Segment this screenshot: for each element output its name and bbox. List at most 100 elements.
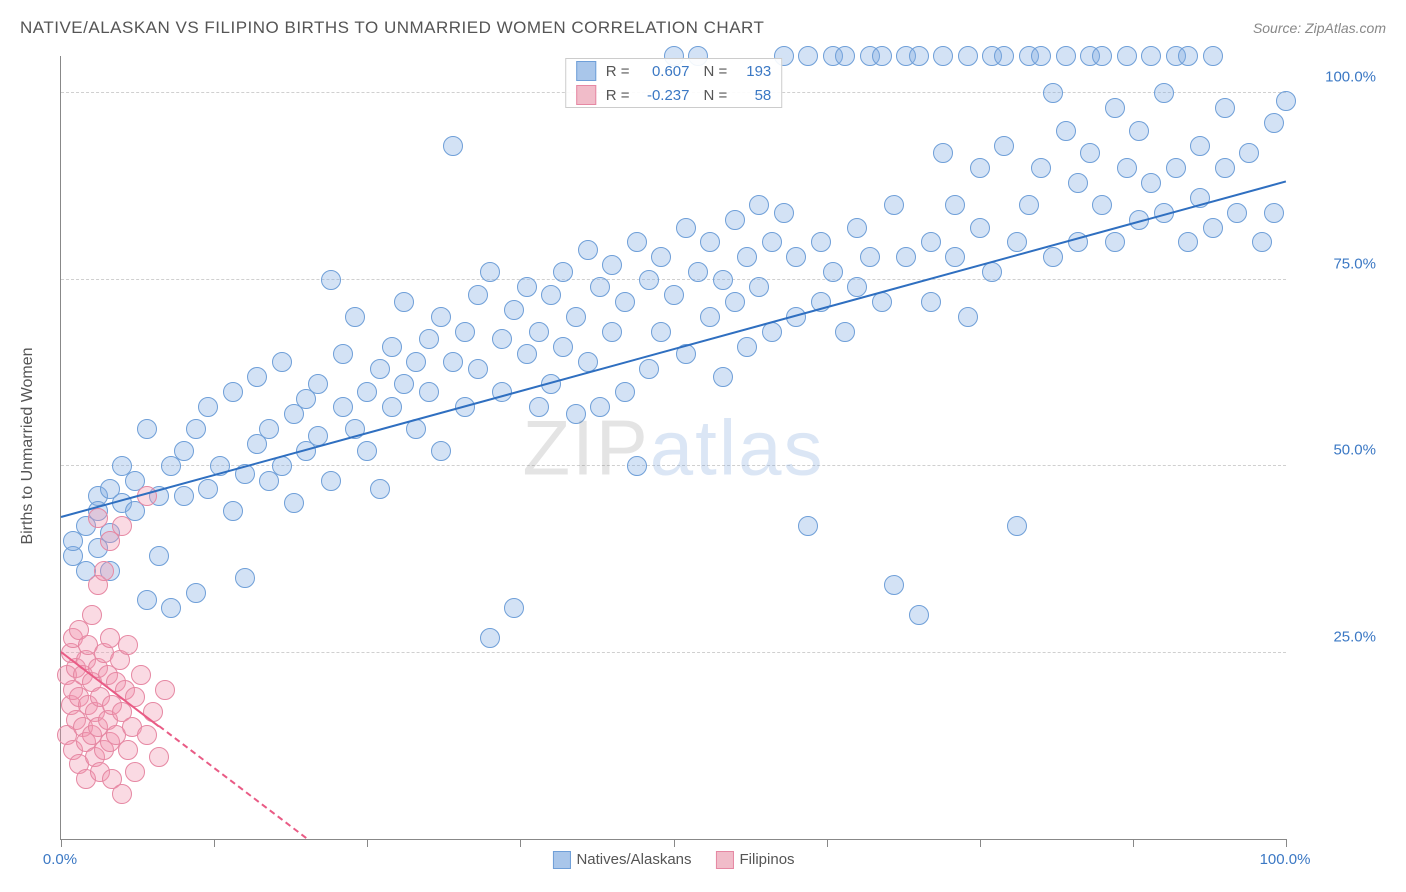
data-point-natives [1043, 83, 1063, 103]
data-point-natives [676, 218, 696, 238]
x-tick [214, 839, 215, 847]
data-point-natives [1117, 158, 1137, 178]
x-tick [674, 839, 675, 847]
series-legend-label-filipinos: Filipinos [740, 851, 795, 868]
data-point-natives [737, 247, 757, 267]
data-point-filipinos [82, 605, 102, 625]
data-point-natives [982, 262, 1002, 282]
data-point-natives [1105, 98, 1125, 118]
data-point-natives [590, 397, 610, 417]
data-point-natives [725, 292, 745, 312]
data-point-natives [688, 262, 708, 282]
data-point-natives [884, 195, 904, 215]
data-point-natives [1264, 203, 1284, 223]
data-point-natives [713, 270, 733, 290]
data-point-natives [370, 359, 390, 379]
data-point-natives [1227, 203, 1247, 223]
data-point-natives [308, 374, 328, 394]
legend-swatch-natives [576, 61, 596, 81]
data-point-natives [137, 419, 157, 439]
data-point-natives [137, 590, 157, 610]
data-point-filipinos [112, 784, 132, 804]
data-point-natives [847, 218, 867, 238]
data-point-natives [1141, 173, 1161, 193]
scatter-plot-area: ZIPatlas R =0.607N =193R =-0.237N =58 Na… [60, 56, 1286, 840]
data-point-natives [1141, 46, 1161, 66]
data-point-natives [615, 382, 635, 402]
data-point-natives [921, 292, 941, 312]
data-point-natives [394, 374, 414, 394]
data-point-natives [1105, 232, 1125, 252]
data-point-natives [664, 285, 684, 305]
data-point-natives [321, 270, 341, 290]
data-point-filipinos [112, 516, 132, 536]
data-point-natives [1092, 46, 1112, 66]
data-point-natives [235, 568, 255, 588]
data-point-natives [1166, 158, 1186, 178]
data-point-natives [333, 397, 353, 417]
data-point-natives [994, 46, 1014, 66]
data-point-natives [186, 419, 206, 439]
data-point-natives [835, 46, 855, 66]
y-tick-labels: 25.0%50.0%75.0%100.0% [1286, 56, 1376, 840]
x-tick [520, 839, 521, 847]
data-point-natives [958, 46, 978, 66]
data-point-natives [994, 136, 1014, 156]
data-point-natives [970, 158, 990, 178]
data-point-natives [896, 247, 916, 267]
data-point-natives [774, 203, 794, 223]
data-point-natives [553, 262, 573, 282]
data-point-natives [700, 307, 720, 327]
plot-wrapper: ZIPatlas R =0.607N =193R =-0.237N =58 Na… [60, 56, 1376, 840]
data-point-natives [468, 285, 488, 305]
data-point-natives [345, 307, 365, 327]
data-point-natives [1080, 143, 1100, 163]
watermark-part2: atlas [650, 403, 825, 491]
legend-r-value-natives: 0.607 [634, 63, 690, 80]
data-point-filipinos [149, 747, 169, 767]
data-point-natives [321, 471, 341, 491]
data-point-natives [970, 218, 990, 238]
data-point-natives [566, 307, 586, 327]
data-point-natives [357, 382, 377, 402]
data-point-natives [492, 329, 512, 349]
data-point-natives [1007, 516, 1027, 536]
data-point-natives [860, 247, 880, 267]
data-point-natives [443, 352, 463, 372]
data-point-natives [419, 329, 439, 349]
data-point-natives [627, 232, 647, 252]
data-point-natives [1019, 195, 1039, 215]
legend-n-label: N = [704, 87, 728, 104]
data-point-natives [517, 277, 537, 297]
x-tick [367, 839, 368, 847]
trend-line-filipinos [158, 725, 306, 838]
data-point-natives [1056, 46, 1076, 66]
legend-swatch-filipinos [716, 851, 734, 869]
data-point-natives [149, 546, 169, 566]
data-point-natives [1252, 232, 1272, 252]
data-point-natives [933, 143, 953, 163]
data-point-natives [198, 479, 218, 499]
gridline [61, 652, 1286, 653]
data-point-natives [749, 277, 769, 297]
data-point-natives [1178, 46, 1198, 66]
data-point-natives [174, 486, 194, 506]
data-point-natives [419, 382, 439, 402]
source-attribution: Source: ZipAtlas.com [1253, 20, 1386, 36]
data-point-natives [737, 337, 757, 357]
series-legend-item-filipinos: Filipinos [716, 851, 795, 869]
data-point-natives [1031, 158, 1051, 178]
series-legend-item-natives: Natives/Alaskans [552, 851, 691, 869]
data-point-natives [945, 247, 965, 267]
data-point-filipinos [118, 740, 138, 760]
data-point-filipinos [100, 628, 120, 648]
data-point-filipinos [125, 762, 145, 782]
x-tick [1286, 839, 1287, 847]
data-point-natives [259, 419, 279, 439]
data-point-natives [762, 232, 782, 252]
data-point-natives [798, 516, 818, 536]
data-point-natives [651, 322, 671, 342]
data-point-natives [1203, 46, 1223, 66]
x-tick-label: 100.0% [1260, 851, 1311, 868]
data-point-natives [1007, 232, 1027, 252]
